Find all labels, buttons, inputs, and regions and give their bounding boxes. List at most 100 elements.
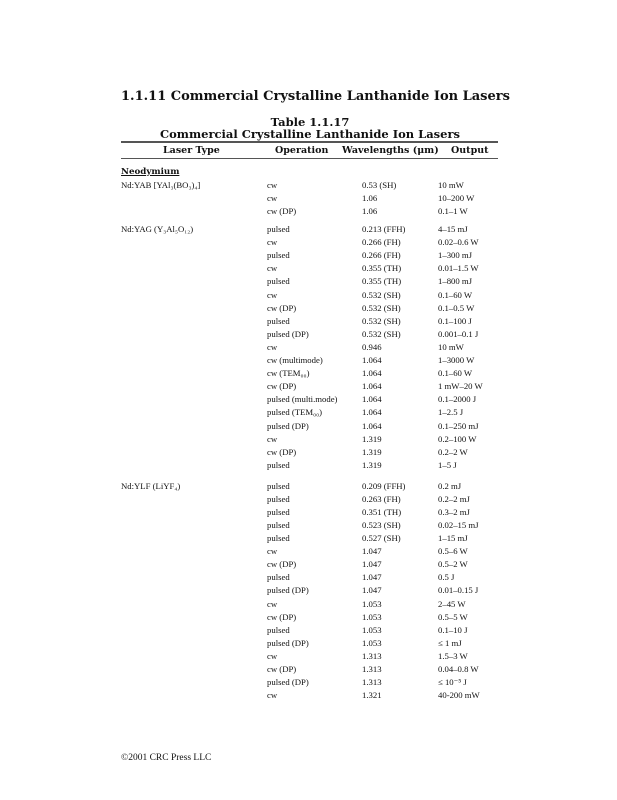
operation-cell: pulsed [267,520,290,531]
output-cell: 1–300 mJ [438,250,473,261]
operation-cell: pulsed [267,224,290,234]
operation-cell: cw (TEM₀₀) [267,368,310,379]
wavelength-cell: 0.532 (SH) [362,328,401,339]
operation-cell: pulsed [267,533,290,544]
wavelength-cell: 1.06 [362,193,378,203]
output-cell: 1.5–3 W [438,650,468,661]
operation-cell: cw (DP) [267,663,297,674]
operation-cell: cw [267,689,278,700]
output-cell: 0.2–100 W [438,433,477,444]
wavelength-cell: 1.047 [362,559,382,570]
output-cell: 40-200 mW [438,689,480,700]
output-cell: 1–3000 W [438,355,475,365]
output-cell: 0.5–6 W [438,546,468,557]
wavelength-cell: 0.532 (SH) [362,289,401,300]
wavelength-cell: 1.319 [362,446,382,457]
table-number: Table 1.1.17 [270,115,350,129]
output-cell: 10–200 W [438,193,475,203]
output-cell: 1–800 mJ [438,276,473,287]
wavelength-cell: 1.321 [362,689,382,700]
output-cell: 0.01–1.5 W [438,263,479,274]
laser-type: Nd:YLF (LiYF₄) [121,481,181,491]
output-cell: 0.04–0.8 W [438,663,479,674]
output-cell: ≤ 1 mJ [438,637,462,648]
operation-cell: cw (DP) [267,446,297,457]
output-cell: 0.3–2 mJ [438,507,470,518]
wavelength-cell: 0.53 (SH) [362,180,397,190]
wavelength-cell: 0.351 (TH) [362,507,402,518]
wavelength-cell: 1.064 [362,368,382,379]
wavelength-cell: 1.053 [362,611,382,622]
table-title: Commercial Crystalline Lanthanide Ion La… [159,127,461,141]
operation-cell: cw [267,263,278,274]
operation-cell: cw [267,193,278,203]
output-cell: 0.02–0.6 W [438,237,479,248]
wavelength-cell: 0.209 (FFH) [362,481,406,491]
table-top-rule [121,141,498,143]
copyright-footer: ©2001 CRC Press LLC [121,753,212,763]
output-cell: 10 mW [438,180,464,190]
section-title: 1.1.11 Commercial Crystalline Lanthanide… [121,89,510,104]
output-cell: 0.01–0.15 J [438,585,479,596]
wavelength-cell: 1.064 [362,394,382,405]
output-cell: 0.1–250 mJ [438,420,479,431]
operation-cell: pulsed [267,624,290,635]
wavelength-cell: 1.319 [362,433,382,444]
wavelength-cell: 0.213 (FFH) [362,224,406,234]
wavelength-cell: 1.053 [362,598,382,609]
wavelength-cell: 0.263 (FH) [362,494,401,505]
output-cell: 1 mW–20 W [438,381,483,392]
output-cell: 0.1–0.5 W [438,302,475,313]
operation-cell: pulsed [267,276,290,287]
operation-cell: pulsed [267,315,290,326]
operation-cell: pulsed [267,507,290,518]
operation-cell: cw (DP) [267,381,297,392]
output-cell: 0.2–2 mJ [438,494,470,505]
operation-cell: pulsed [267,494,290,505]
output-cell: 1–15 mJ [438,533,468,544]
header-laser-type: Laser Type [163,145,220,156]
group-label: Neodymium [121,167,180,177]
operation-cell: pulsed (TEM₀₀) [267,407,323,418]
wavelength-cell: 1.064 [362,407,382,418]
output-cell: 0.001–0.1 J [438,328,479,339]
wavelength-cell: 0.266 (FH) [362,250,401,261]
output-cell: 1–5 J [438,459,457,470]
operation-cell: cw [267,650,278,661]
operation-cell: pulsed [267,459,290,470]
wavelength-cell: 1.047 [362,546,382,557]
operation-cell: cw [267,237,278,248]
output-cell: 0.5–5 W [438,611,468,622]
wavelength-cell: 1.06 [362,206,378,216]
operation-cell: pulsed (DP) [267,676,309,687]
wavelength-cell: 1.047 [362,572,382,583]
wavelength-cell: 0.527 (SH) [362,533,401,544]
header-bottom-rule [121,158,498,159]
operation-cell: pulsed (DP) [267,420,309,431]
operation-cell: pulsed (DP) [267,328,309,339]
wavelength-cell: 1.064 [362,381,382,392]
operation-cell: cw (DP) [267,611,297,622]
header-output: Output [451,145,489,156]
output-cell: 0.1–60 W [438,368,473,379]
wavelength-cell: 0.946 [362,341,382,352]
operation-cell: cw [267,180,278,190]
output-cell: ≤ 10⁻⁵ J [438,676,467,687]
wavelength-cell: 0.532 (SH) [362,302,401,313]
wavelength-cell: 0.523 (SH) [362,520,401,531]
wavelength-cell: 0.532 (SH) [362,315,401,326]
wavelength-cell: 1.313 [362,650,382,661]
wavelength-cell: 1.064 [362,420,382,431]
output-cell: 0.1–10 J [438,624,468,635]
output-cell: 10 mW [438,341,464,352]
operation-cell: pulsed (DP) [267,585,309,596]
wavelength-cell: 1.047 [362,585,382,596]
wavelength-cell: 0.355 (TH) [362,263,402,274]
output-cell: 0.1–2000 J [438,394,477,405]
header-operation: Operation [275,145,329,156]
output-cell: 0.1–1 W [438,206,468,216]
operation-cell: cw (DP) [267,302,297,313]
output-cell: 0.2–2 W [438,446,468,457]
wavelength-cell: 1.064 [362,355,382,365]
